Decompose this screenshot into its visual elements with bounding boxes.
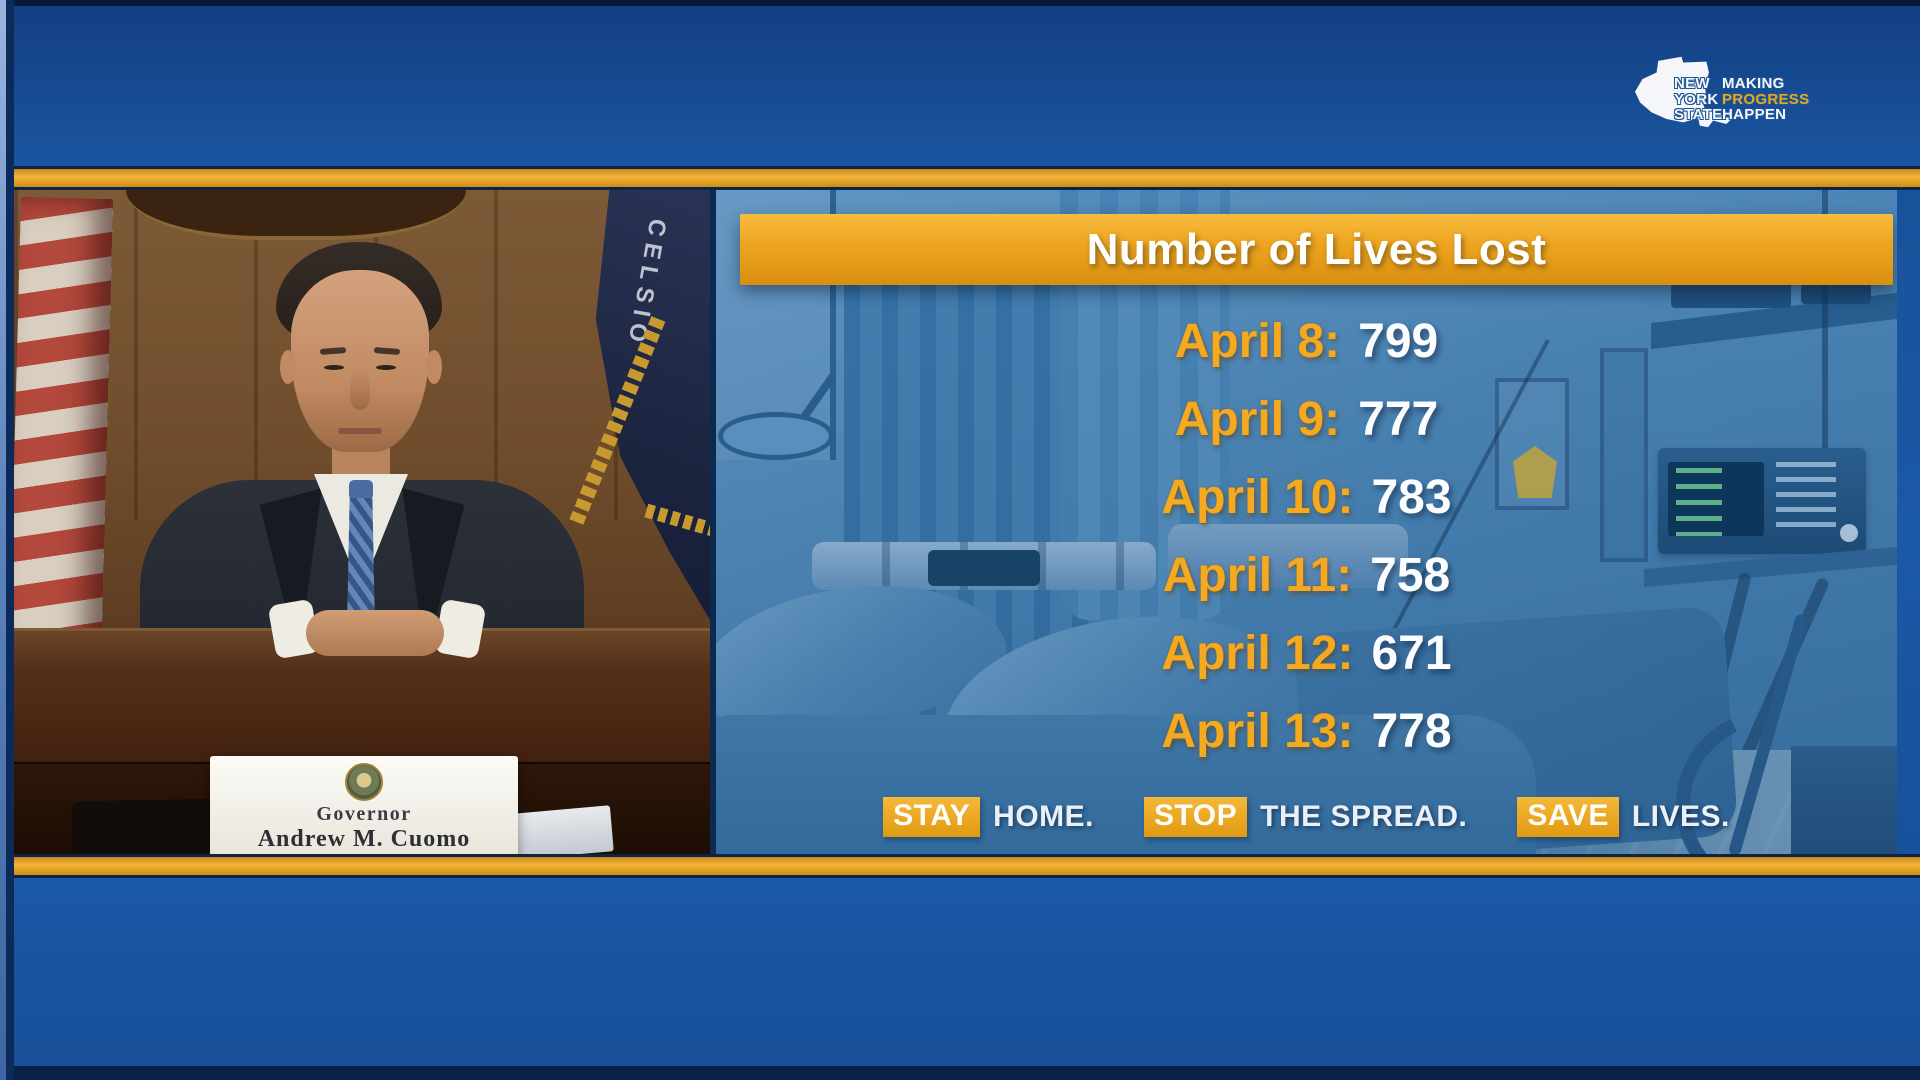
header-band: NEW YORK STATE MAKING PROGRESS HAPPEN [0,6,1920,166]
governor-ear [280,350,296,384]
left-edge-highlight [0,0,6,1080]
mattress [716,715,1536,856]
logo-tagline: MAKING PROGRESS HAPPEN [1722,76,1809,123]
medical-monitor [1658,448,1866,554]
equipment-cart [1791,746,1897,856]
data-row-label: April 12: [1161,626,1354,680]
logo-state-line: YORK [1674,90,1719,108]
data-row-value: 777 [1358,392,1439,446]
data-row: April 13: 778 [716,692,1897,770]
banner-highlight: STOP [1144,797,1248,837]
data-rows: April 8: 799 April 9: 777 April 10: 783 … [716,302,1897,770]
logo-state-line: NEW [1674,75,1710,92]
monitor-screen [1668,462,1764,536]
wall-frame [1600,348,1648,562]
governor-eye [376,365,396,370]
governor-face [291,270,429,452]
desk-equipment [71,798,233,856]
logo-tagline-highlight: PROGRESS [1722,90,1810,108]
data-row-label: April 10: [1161,470,1354,524]
name-plate-name: Andrew M. Cuomo [257,826,471,852]
data-row: April 10: 783 [716,458,1897,536]
banner-highlight: STAY [883,797,981,837]
banner-highlight: SAVE [1517,797,1619,837]
monitor-readout [1776,462,1836,536]
ny-state-seal-icon [345,763,383,801]
bed-headboard [1168,524,1408,588]
data-row-value: 778 [1371,704,1452,758]
banner-text: LIVES. [1631,800,1730,833]
logo-tagline-line: MAKING [1722,75,1785,92]
bottom-edge-strip [0,1066,1920,1080]
data-row-label: April 13: [1161,704,1354,758]
wall-frame [1495,378,1569,510]
name-plate-title: Governor [316,803,412,825]
logo-tagline-line: HAPPEN [1722,106,1787,123]
data-row-value: 758 [1370,548,1451,602]
data-row-value: 799 [1358,314,1439,368]
data-row: April 9: 777 [716,380,1897,458]
logo-state-name: NEW YORK STATE [1674,76,1722,123]
governor-ear [426,350,442,384]
data-row-label: April 11: [1162,548,1353,602]
psa-banner: STAY HOME. STOP THE SPREAD. SAVE LIVES. [716,796,1897,838]
banner-segment: SAVE LIVES. [1517,797,1730,837]
ny-state-map-icon [1634,56,1732,128]
bottom-gold-divider [0,854,1920,878]
bed-control-panel [928,550,1040,586]
governor-eye [324,365,344,370]
data-row: April 8: 799 [716,302,1897,380]
slide-panel: Number of Lives Lost April 8: 799 April … [716,190,1897,856]
monitor-knob [1840,524,1858,542]
lower-apron [0,878,1920,1068]
panel-divider [710,190,716,856]
logo-state-line: STATE [1674,106,1723,123]
governor-hands [306,610,444,656]
slide-title-bar: Number of Lives Lost [740,214,1893,285]
data-row-label: April 9: [1174,392,1341,446]
top-edge-strip [0,0,1920,6]
exam-lamp [718,412,834,460]
data-row: April 12: 671 [716,614,1897,692]
governor-nose [350,368,370,410]
tie-knot [349,480,373,500]
slide-title: Number of Lives Lost [1086,224,1547,274]
top-gold-divider [0,166,1920,190]
banner-segment: STOP THE SPREAD. [1144,797,1467,837]
nys-logo: NEW YORK STATE MAKING PROGRESS HAPPEN [1630,52,1890,138]
data-row-label: April 8: [1174,314,1341,368]
banner-text: THE SPREAD. [1260,800,1468,833]
governor-mouth [338,428,382,434]
data-row: April 11: 758 [716,536,1897,614]
video-panel: CELSIO Governor Andrew M. [14,190,710,856]
name-plate: Governor Andrew M. Cuomo [210,756,518,856]
data-row-value: 783 [1371,470,1452,524]
left-edge-shadow [6,0,14,1080]
banner-segment: STAY HOME. [883,797,1094,837]
data-row-value: 671 [1371,626,1452,680]
iv-pole [1822,190,1828,520]
banner-text: HOME. [993,800,1095,833]
